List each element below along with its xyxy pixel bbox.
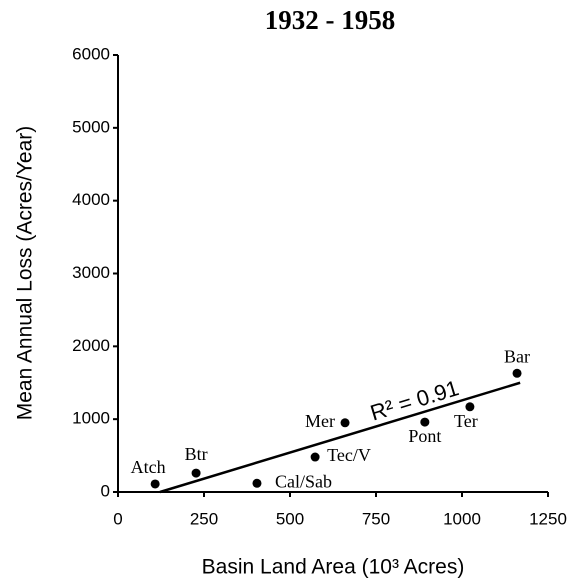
y-tick-label: 0 xyxy=(101,481,110,500)
y-tick-label: 4000 xyxy=(72,190,110,209)
point-label: Cal/Sab xyxy=(275,471,332,491)
x-tick-label: 1250 xyxy=(529,509,567,528)
x-tick-label: 250 xyxy=(190,509,218,528)
point xyxy=(150,479,160,489)
x-axis-title: Basin Land Area (10³ Acres) xyxy=(202,556,465,579)
x-tick-label: 0 xyxy=(113,509,122,528)
point xyxy=(512,368,522,378)
y-tick-label: 1000 xyxy=(72,409,110,428)
point-label: Bar xyxy=(504,346,530,366)
y-axis-title: Mean Annual Loss (Acres/Year) xyxy=(14,126,37,421)
point-label: Atch xyxy=(131,457,166,477)
trend-line xyxy=(159,381,521,494)
y-tick-label: 6000 xyxy=(72,44,110,63)
point-label: Btr xyxy=(185,444,208,464)
x-tick-label: 1000 xyxy=(443,509,481,528)
point xyxy=(310,452,320,462)
point xyxy=(191,468,201,478)
point xyxy=(420,417,430,427)
y-tick-label: 3000 xyxy=(72,263,110,282)
point xyxy=(252,478,262,488)
x-tick-label: 750 xyxy=(362,509,390,528)
point-label: Mer xyxy=(305,411,335,431)
point-label: Tec/V xyxy=(327,445,371,465)
point-label: Ter xyxy=(454,411,478,431)
x-tick-label: 500 xyxy=(276,509,304,528)
annotation: R² = 0.91 xyxy=(367,375,461,425)
point xyxy=(465,402,475,412)
y-tick-label: 5000 xyxy=(72,117,110,136)
y-tick-label: 2000 xyxy=(72,336,110,355)
chart-title: 1932 - 1958 xyxy=(265,5,396,35)
point xyxy=(340,418,350,428)
point-label: Pont xyxy=(408,426,441,446)
